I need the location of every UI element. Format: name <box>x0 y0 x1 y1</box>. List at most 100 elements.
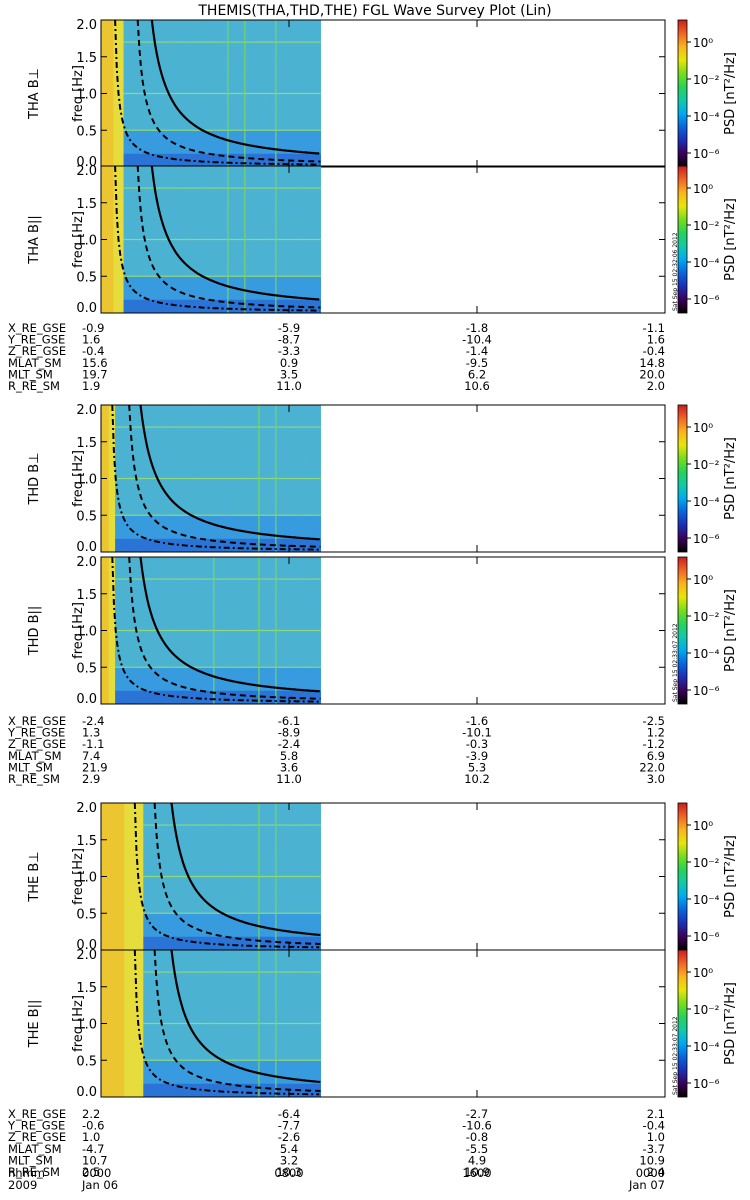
y-tick-label: 0.0 <box>76 540 97 555</box>
ephemeris-value: 10.3 <box>276 1165 302 1179</box>
ephemeris-value: -10.1 <box>462 726 492 740</box>
y-tick-label: 0.0 <box>76 301 97 316</box>
ephemeris-value: -2.4 <box>278 737 300 751</box>
ephemeris-value: 3.5 <box>280 367 298 381</box>
y-axis-label: freq [Hz] <box>71 995 86 1052</box>
y-tick-label: 1.0 <box>76 1018 97 1033</box>
ephemeris-value: -0.8 <box>466 1130 488 1144</box>
colorbar <box>677 404 688 553</box>
ephemeris-value: -10.6 <box>462 1119 492 1133</box>
y-tick-label: 2.0 <box>76 164 97 179</box>
ephemeris-value: -2.7 <box>466 1107 488 1121</box>
ephemeris-value: -3.9 <box>466 749 488 763</box>
spectrogram-panel: 0.0 0.5 1.0 1.5 2.0 freq [Hz] THD B⊥ 10⁰ 10⁻² 10⁻… <box>27 403 738 555</box>
colorbar-label: PSD [nT²/Hz] <box>723 982 738 1065</box>
ephemeris-value: 1.3 <box>82 726 100 740</box>
ephemeris-row-name: MLAT_SM <box>8 356 62 370</box>
ephemeris-table: X_RE_GSE -2.4 -6.1 -1.6 -2.5Y_RE_GSE 1.3 -8.9-… <box>7 714 665 786</box>
y-tick-label: 1.0 <box>76 625 97 640</box>
ephemeris-value: 1.0 <box>82 1130 100 1144</box>
ephemeris-value: -0.4 <box>643 344 665 358</box>
ephemeris-value: -1.4 <box>466 344 488 358</box>
colorbar-tick-label: 10⁻⁶ <box>693 532 720 546</box>
ephemeris-value: -1.2 <box>643 737 665 751</box>
ephemeris-value: 5.3 <box>468 760 486 774</box>
render-timestamp: Sat Sep 15 02:33:07 2012 <box>672 1016 679 1095</box>
y-tick-label: 0.0 <box>76 938 97 953</box>
colorbar-tick-label: 10⁻⁴ <box>693 110 720 124</box>
y-tick-label: 1.5 <box>76 834 97 849</box>
y-tick-label: 2.0 <box>76 801 97 816</box>
colorbar-tick-label: 10⁰ <box>693 819 713 833</box>
colorbar-tick-label: 10⁻⁴ <box>693 647 720 661</box>
cyclotron-curve-dashed <box>128 404 321 548</box>
x-tick-format-label: hhmm <box>8 1166 45 1180</box>
ephemeris-value: 2.5 <box>82 1165 100 1179</box>
cyclotron-curve-solid <box>150 165 320 301</box>
ephemeris-value: 2.1 <box>647 1107 665 1121</box>
ephemeris-row-name: MLAT_SM <box>8 1142 62 1156</box>
panel-label: THE B⊥ <box>27 851 42 902</box>
colorbar <box>677 19 688 168</box>
ephemeris-value: 1.6 <box>647 333 665 347</box>
ephemeris-row-name: R_RE_SM <box>8 772 60 786</box>
y-tick-label: 0.5 <box>76 661 97 676</box>
cyclotron-curve-solid <box>170 949 321 1084</box>
y-tick-label: 1.5 <box>76 588 97 603</box>
colorbar-tick-label: 10⁰ <box>693 966 713 980</box>
colorbar-tick-label: 10⁻² <box>693 610 720 624</box>
y-tick-label: 0.5 <box>76 509 97 524</box>
ephemeris-value: 10.6 <box>464 379 490 393</box>
ephemeris-value: 4.9 <box>468 1153 486 1167</box>
ephemeris-value: -1.6 <box>466 714 488 728</box>
x-tick-label: 0000 <box>636 1166 665 1180</box>
colorbar <box>677 802 688 951</box>
ephemeris-value: -0.3 <box>466 737 488 751</box>
ephemeris-row-name: X_RE_GSE <box>8 1107 66 1121</box>
cyclotron-curve-dashed <box>136 165 321 309</box>
colorbar-tick-label: 10⁻⁶ <box>693 930 720 944</box>
ephemeris-value: 1.2 <box>647 726 665 740</box>
ephemeris-value: -0.6 <box>82 1119 104 1133</box>
cyclotron-curve-dashed <box>153 949 321 1092</box>
ephemeris-value: -3.7 <box>643 1142 665 1156</box>
y-tick-label: 1.0 <box>76 871 97 886</box>
cyclotron-curve-dashed <box>136 19 321 163</box>
ephemeris-value: -2.6 <box>278 1130 300 1144</box>
y-tick-label: 2.0 <box>76 555 97 570</box>
ephemeris-value: 1.6 <box>82 333 100 347</box>
colorbar-tick-label: 10⁻⁶ <box>693 1077 720 1091</box>
colorbar-tick-label: 10⁰ <box>693 182 713 196</box>
colorbar-tick-label: 10⁻⁴ <box>693 893 720 907</box>
ephemeris-value: 2.0 <box>647 379 665 393</box>
cyclotron-curve-dashdot <box>114 165 320 312</box>
cyclotron-curve-solid <box>139 556 320 693</box>
spectrogram-panel: 0.0 0.5 1.0 1.5 2.0 freq [Hz] THE B⊥ 10⁰ 10⁻² 10⁻… <box>27 801 738 953</box>
ephemeris-value: 21.9 <box>82 760 108 774</box>
spectrogram-panel: 0.0 0.5 1.0 1.5 2.0 freq [Hz] THA B⊥ 10⁰ 10⁻² 10⁻… <box>27 18 738 170</box>
cyclotron-curve-solid <box>150 19 320 155</box>
ephemeris-value: 15.6 <box>82 356 108 370</box>
y-tick-label: 1.5 <box>76 51 97 66</box>
figure-title: THEMIS(THA,THD,THE) FGL Wave Survey Plot… <box>197 3 551 19</box>
ephemeris-value: -1.1 <box>82 737 104 751</box>
ephemeris-value: 0.9 <box>280 356 298 370</box>
y-tick-label: 1.5 <box>76 197 97 212</box>
colorbar <box>677 556 688 705</box>
ephemeris-value: 14.8 <box>639 356 665 370</box>
y-tick-label: 1.0 <box>76 234 97 249</box>
panel-label: THD B|| <box>27 606 42 657</box>
ephemeris-value: -6.1 <box>278 714 300 728</box>
colorbar-tick-label: 10⁻² <box>693 219 720 233</box>
colorbar-label: PSD [nT²/Hz] <box>723 52 738 135</box>
ephemeris-value: 1.9 <box>82 379 100 393</box>
panel-label: THE B|| <box>27 1000 42 1049</box>
colorbar-tick-label: 10⁻² <box>693 73 720 87</box>
ephemeris-value: -5.9 <box>278 321 300 335</box>
y-tick-label: 1.5 <box>76 436 97 451</box>
ephemeris-value: -2.4 <box>82 714 104 728</box>
ephemeris-value: 22.0 <box>639 760 665 774</box>
y-axis-label: freq [Hz] <box>71 211 86 268</box>
colorbar-tick-label: 10⁻² <box>693 458 720 472</box>
